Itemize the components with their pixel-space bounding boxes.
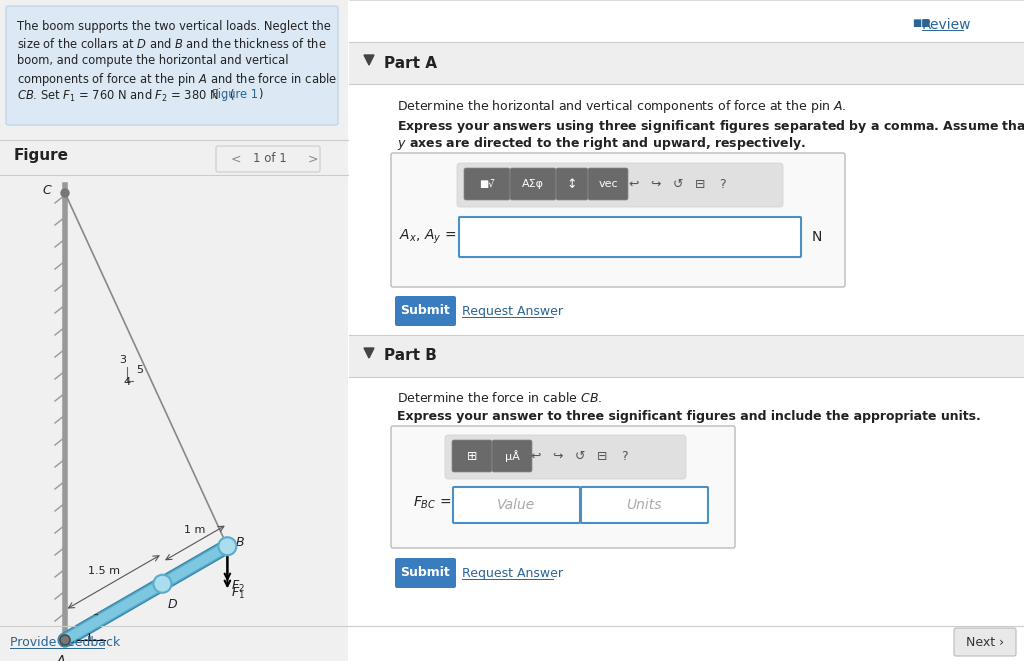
Text: ↪: ↪ — [650, 178, 662, 190]
Text: size of the collars at $D$ and $B$ and the thickness of the: size of the collars at $D$ and $B$ and t… — [17, 37, 327, 51]
Text: Express your answers using three significant figures separated by a comma. Assum: Express your answers using three signifi… — [397, 118, 1024, 135]
Text: D: D — [168, 598, 177, 611]
Text: ⊟: ⊟ — [597, 449, 607, 463]
Text: $F_1$: $F_1$ — [231, 586, 246, 602]
Text: 5: 5 — [136, 365, 143, 375]
Text: A: A — [56, 654, 66, 661]
FancyBboxPatch shape — [510, 168, 556, 200]
Circle shape — [154, 575, 171, 593]
Text: <: < — [231, 153, 242, 165]
Text: $F_{BC}$ =: $F_{BC}$ = — [413, 495, 451, 511]
Text: Submit: Submit — [400, 566, 450, 580]
Text: 4: 4 — [123, 377, 130, 387]
Text: ⊞: ⊞ — [467, 449, 477, 463]
FancyBboxPatch shape — [445, 435, 686, 479]
Polygon shape — [364, 348, 374, 358]
Text: ↺: ↺ — [673, 178, 683, 190]
Text: C: C — [42, 184, 51, 198]
Text: components of force at the pin $A$ and the force in cable: components of force at the pin $A$ and t… — [17, 71, 337, 88]
Text: Part A: Part A — [384, 56, 437, 71]
FancyBboxPatch shape — [457, 163, 783, 207]
FancyBboxPatch shape — [464, 168, 510, 200]
Polygon shape — [364, 55, 374, 65]
Text: $y$ axes are directed to the right and upward, respectively.: $y$ axes are directed to the right and u… — [397, 135, 806, 152]
FancyBboxPatch shape — [588, 168, 628, 200]
Text: Next ›: Next › — [966, 635, 1005, 648]
Text: Review: Review — [922, 18, 972, 32]
Text: 1 of 1: 1 of 1 — [253, 153, 287, 165]
Text: 3: 3 — [119, 354, 126, 365]
Text: The boom supports the two vertical loads. Neglect the: The boom supports the two vertical loads… — [17, 20, 331, 33]
Text: Units: Units — [627, 498, 662, 512]
FancyBboxPatch shape — [349, 42, 1024, 84]
Text: $F_2$: $F_2$ — [231, 579, 245, 594]
Text: Figure 1: Figure 1 — [212, 88, 258, 101]
FancyBboxPatch shape — [391, 426, 735, 548]
FancyBboxPatch shape — [395, 558, 456, 588]
Text: Value: Value — [497, 498, 536, 512]
FancyBboxPatch shape — [581, 487, 708, 523]
Text: 1.5 m: 1.5 m — [88, 566, 120, 576]
Text: ↕: ↕ — [566, 178, 578, 190]
FancyBboxPatch shape — [349, 0, 1024, 661]
FancyBboxPatch shape — [216, 146, 319, 172]
Text: Determine the horizontal and vertical components of force at the pin $A$.: Determine the horizontal and vertical co… — [397, 98, 847, 115]
FancyBboxPatch shape — [391, 153, 845, 287]
FancyBboxPatch shape — [492, 440, 532, 472]
Text: Provide Feedback: Provide Feedback — [10, 635, 120, 648]
Text: ?: ? — [621, 449, 628, 463]
Text: boom, and compute the horizontal and vertical: boom, and compute the horizontal and ver… — [17, 54, 289, 67]
Text: $CB$. Set $F_1$ = 760 N and $F_2$ = 380 N . (: $CB$. Set $F_1$ = 760 N and $F_2$ = 380 … — [17, 88, 234, 104]
Text: AΣφ: AΣφ — [522, 179, 544, 189]
Text: ■■: ■■ — [912, 18, 931, 28]
Text: ↩: ↩ — [629, 178, 639, 190]
Text: 30°: 30° — [92, 614, 111, 624]
FancyBboxPatch shape — [6, 6, 338, 125]
FancyBboxPatch shape — [452, 440, 492, 472]
Text: ⊟: ⊟ — [694, 178, 706, 190]
Text: μÅ: μÅ — [505, 450, 519, 462]
Circle shape — [60, 635, 70, 645]
FancyBboxPatch shape — [453, 487, 580, 523]
Circle shape — [218, 537, 237, 555]
Text: $A_x$, $A_y$ =: $A_x$, $A_y$ = — [398, 228, 456, 246]
Text: Request Answer: Request Answer — [462, 305, 563, 317]
FancyBboxPatch shape — [459, 217, 801, 257]
Text: ↩: ↩ — [530, 449, 542, 463]
Text: ↺: ↺ — [574, 449, 586, 463]
Text: Express your answer to three significant figures and include the appropriate uni: Express your answer to three significant… — [397, 410, 981, 423]
Text: Submit: Submit — [400, 305, 450, 317]
FancyBboxPatch shape — [954, 628, 1016, 656]
Text: Determine the force in cable $CB$.: Determine the force in cable $CB$. — [397, 391, 602, 405]
Text: vec: vec — [598, 179, 617, 189]
FancyBboxPatch shape — [395, 296, 456, 326]
Text: ): ) — [258, 88, 262, 101]
Text: ↪: ↪ — [553, 449, 563, 463]
Text: ?: ? — [719, 178, 725, 190]
Text: B: B — [236, 536, 244, 549]
Text: 1 m: 1 m — [184, 525, 206, 535]
Text: >: > — [308, 153, 318, 165]
Text: ■√̄: ■√̄ — [479, 179, 495, 189]
FancyBboxPatch shape — [556, 168, 588, 200]
Text: Part B: Part B — [384, 348, 437, 364]
Circle shape — [61, 189, 69, 197]
FancyBboxPatch shape — [0, 0, 348, 661]
Text: N: N — [812, 230, 822, 244]
Text: Request Answer: Request Answer — [462, 566, 563, 580]
FancyBboxPatch shape — [349, 335, 1024, 377]
Text: Figure: Figure — [14, 148, 69, 163]
